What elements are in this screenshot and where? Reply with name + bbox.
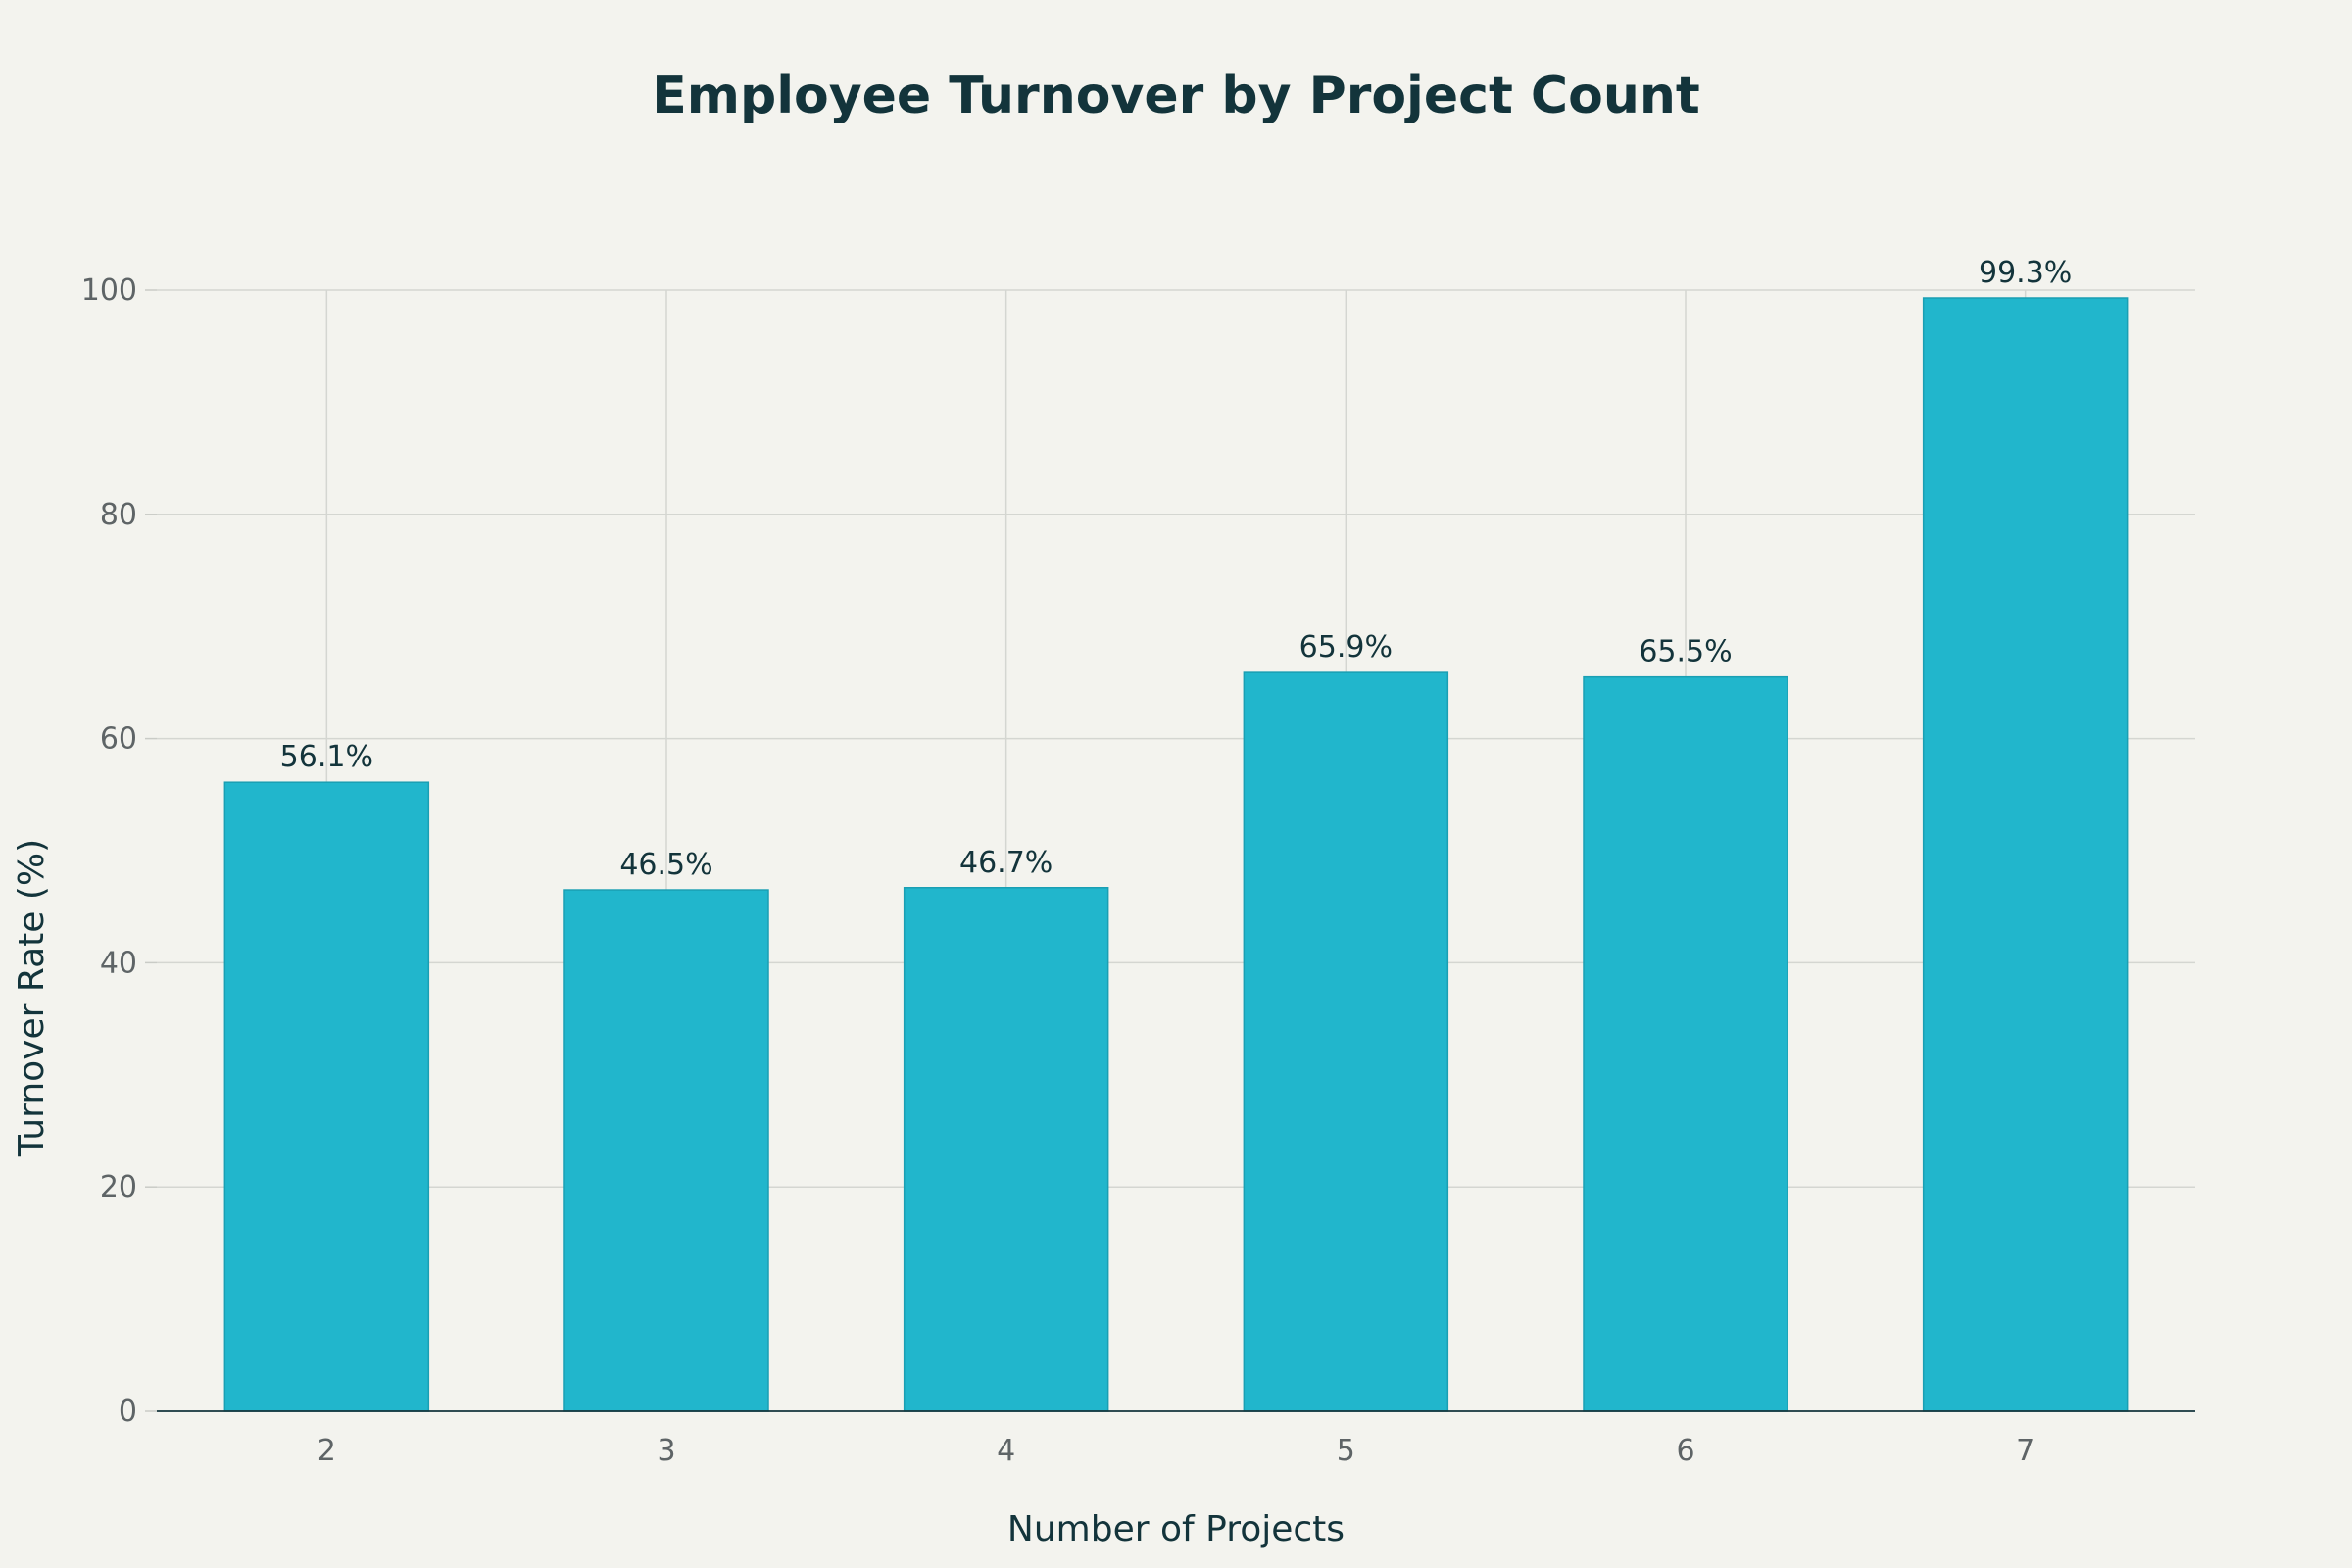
bar [903, 887, 1109, 1412]
y-axis-label: Turnover Rate (%) [12, 839, 52, 1157]
y-tick-label: 80 [100, 498, 137, 532]
data-label: 46.7% [959, 846, 1053, 880]
y-axis-ticks: 0 20 40 60 80 100 [81, 273, 157, 1429]
x-tick-label: 6 [1676, 1434, 1694, 1468]
y-tick-label: 0 [119, 1395, 137, 1429]
x-tick-label: 7 [2016, 1434, 2034, 1468]
x-tick-label: 3 [657, 1434, 675, 1468]
chart-title: Employee Turnover by Project Count [652, 67, 1699, 125]
data-label: 65.5% [1639, 635, 1732, 669]
y-tick-label: 100 [81, 273, 137, 308]
x-axis-label: Number of Projects [1007, 1509, 1345, 1549]
y-tick-label: 40 [100, 946, 137, 980]
data-label: 56.1% [280, 740, 373, 774]
data-label: 99.3% [1979, 256, 2072, 290]
bars [223, 297, 2129, 1412]
bar [1922, 297, 2129, 1412]
x-tick-label: 5 [1337, 1434, 1355, 1468]
bar [1243, 671, 1449, 1412]
grid [157, 289, 2195, 1411]
data-label: 46.5% [619, 848, 712, 882]
bar [223, 781, 430, 1412]
y-tick-label: 60 [100, 722, 137, 757]
data-labels: 56.1% 46.5% 46.7% 65.9% 65.5% 99.3% [280, 256, 2073, 882]
x-tick-label: 2 [318, 1434, 336, 1468]
bar [1583, 675, 1788, 1412]
x-axis-ticks: 2 3 4 5 6 7 [318, 1434, 2034, 1468]
x-tick-label: 4 [997, 1434, 1015, 1468]
bar [564, 889, 769, 1412]
y-tick-label: 20 [100, 1170, 137, 1204]
data-label: 65.9% [1299, 630, 1393, 664]
